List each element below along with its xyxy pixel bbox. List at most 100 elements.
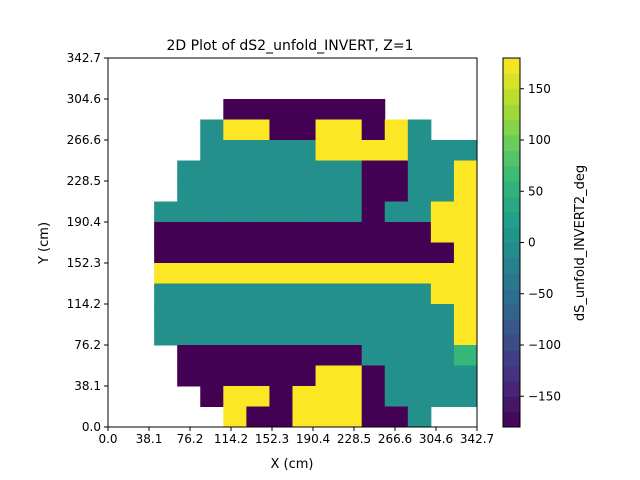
heatmap-cell — [177, 263, 201, 284]
colorbar-label: dS_unfold_INVERT2_deg — [573, 165, 588, 321]
heatmap-cell — [223, 99, 247, 120]
chart-title: 2D Plot of dS2_unfold_INVERT, Z=1 — [166, 38, 413, 54]
heatmap-cell — [361, 365, 386, 387]
heatmap-cell — [269, 263, 293, 284]
heatmap-cell — [430, 365, 455, 387]
heatmap-cell — [154, 283, 178, 305]
colorbar-swatch — [503, 350, 520, 367]
heatmap-cell — [453, 160, 478, 182]
heatmap-cell — [453, 140, 478, 161]
heatmap-cell — [453, 181, 478, 202]
heatmap-cell — [361, 99, 386, 120]
colorbar-tick-label: 100 — [528, 133, 551, 147]
heatmap-cell — [292, 201, 317, 223]
heatmap-cell — [246, 406, 270, 428]
heatmap-cell — [223, 119, 247, 141]
heatmap-cell — [338, 140, 363, 161]
heatmap-cell — [338, 365, 363, 387]
colorbar-tick-label: 50 — [528, 184, 543, 198]
x-tick-label: 38.1 — [136, 432, 163, 446]
colorbar-swatch — [503, 227, 520, 244]
heatmap-cell — [292, 386, 317, 407]
heatmap-cell — [338, 99, 363, 120]
heatmap-cell — [246, 304, 270, 325]
heatmap-cell — [177, 304, 201, 325]
heatmap-cell — [384, 160, 409, 182]
heatmap-cell — [177, 365, 201, 387]
colorbar-tick-label: −50 — [528, 287, 553, 301]
plot-frame — [107, 57, 478, 428]
heatmap-cell — [154, 263, 178, 284]
heatmap-cell — [246, 222, 270, 243]
heatmap-cell — [453, 324, 478, 346]
heatmap-cell — [200, 386, 224, 407]
heatmap-cell — [200, 304, 224, 325]
heatmap-cell — [407, 406, 432, 428]
heatmap-cell — [315, 365, 340, 387]
heatmap-cell — [384, 242, 409, 264]
heatmap-cell — [246, 263, 270, 284]
heatmap-cell — [453, 386, 478, 407]
heatmap-cell — [453, 201, 478, 223]
colorbar-swatch — [503, 257, 520, 274]
heatmap-cell — [361, 119, 386, 141]
heatmap-cell — [315, 386, 340, 407]
heatmap-cell — [223, 140, 247, 161]
heatmap-cell — [200, 201, 224, 223]
heatmap-cell — [315, 99, 340, 120]
heatmap-cell — [223, 324, 247, 346]
y-tick-label: 304.6 — [67, 92, 101, 106]
heatmap-cell — [292, 263, 317, 284]
heatmap-cell — [361, 386, 386, 407]
heatmap-cell — [200, 119, 224, 141]
heatmap-cell — [200, 242, 224, 264]
heatmap-cell — [407, 119, 432, 141]
x-tick-label: 190.4 — [296, 432, 330, 446]
heatmap-cell — [223, 263, 247, 284]
heatmap-cell — [338, 263, 363, 284]
colorbar-swatch — [503, 196, 520, 213]
heatmap-cell — [384, 365, 409, 387]
heatmap-cell — [384, 263, 409, 284]
x-tick-label: 342.7 — [460, 432, 494, 446]
heatmap-cell — [292, 304, 317, 325]
colorbar-swatch — [503, 88, 520, 105]
colorbar-swatch — [503, 150, 520, 167]
heatmap-cell — [292, 181, 317, 202]
heatmap-cell — [223, 242, 247, 264]
heatmap-cell — [384, 304, 409, 325]
heatmap-cell — [407, 365, 432, 387]
heatmap-cell — [361, 304, 386, 325]
heatmap-cell — [384, 386, 409, 407]
heatmap-cell — [292, 365, 317, 387]
heatmap-cell — [338, 324, 363, 346]
heatmap-cell — [384, 345, 409, 366]
heatmap-cell — [177, 222, 201, 243]
heatmap-cell — [177, 345, 201, 366]
heatmap-cell — [154, 242, 178, 264]
heatmap-cell — [361, 222, 386, 243]
heatmap-cell — [315, 283, 340, 305]
heatmap-cell — [223, 160, 247, 182]
colorbar-swatch — [503, 165, 520, 182]
heatmap-cell — [407, 263, 432, 284]
heatmap-cell — [407, 345, 432, 366]
y-tick-label: 190.4 — [67, 215, 101, 229]
heatmap-cell — [361, 160, 386, 182]
heatmap-cell — [223, 283, 247, 305]
heatmap-cell — [292, 119, 317, 141]
y-axis-label: Y (cm) — [37, 222, 52, 265]
heatmap-cell — [315, 345, 340, 366]
heatmap-cell — [292, 345, 317, 366]
heatmap-cell — [269, 345, 293, 366]
heatmap-cell — [407, 222, 432, 243]
heatmap-cell — [338, 222, 363, 243]
colorbar-tick-label: 150 — [528, 82, 551, 96]
heatmap-cell — [246, 119, 270, 141]
heatmap-cell — [246, 99, 270, 120]
heatmap-cell — [154, 324, 178, 346]
colorbar-swatch — [503, 334, 520, 351]
heatmap-cell — [269, 406, 293, 428]
heatmap-cell — [246, 140, 270, 161]
heatmap-cell — [315, 140, 340, 161]
